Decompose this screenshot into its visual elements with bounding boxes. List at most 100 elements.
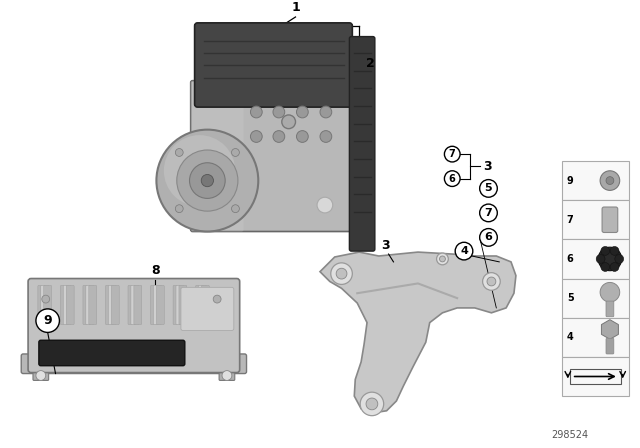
Text: 1: 1 bbox=[291, 1, 300, 14]
Circle shape bbox=[610, 246, 619, 255]
FancyBboxPatch shape bbox=[150, 285, 158, 324]
Text: 9: 9 bbox=[44, 314, 52, 327]
FancyBboxPatch shape bbox=[44, 285, 52, 324]
FancyBboxPatch shape bbox=[134, 285, 141, 324]
FancyBboxPatch shape bbox=[156, 285, 164, 324]
FancyBboxPatch shape bbox=[128, 285, 136, 324]
Polygon shape bbox=[602, 320, 618, 339]
Text: 4: 4 bbox=[567, 332, 573, 342]
Circle shape bbox=[479, 204, 497, 222]
FancyBboxPatch shape bbox=[349, 37, 375, 251]
Circle shape bbox=[250, 106, 262, 118]
FancyBboxPatch shape bbox=[191, 81, 361, 232]
Circle shape bbox=[444, 171, 460, 186]
FancyBboxPatch shape bbox=[602, 207, 618, 233]
Circle shape bbox=[273, 106, 285, 118]
FancyBboxPatch shape bbox=[562, 200, 628, 239]
Circle shape bbox=[282, 115, 296, 129]
FancyBboxPatch shape bbox=[39, 340, 185, 366]
FancyBboxPatch shape bbox=[562, 357, 628, 396]
FancyBboxPatch shape bbox=[562, 161, 628, 200]
Circle shape bbox=[360, 392, 383, 416]
Polygon shape bbox=[320, 252, 516, 413]
Text: 7: 7 bbox=[567, 215, 573, 225]
FancyBboxPatch shape bbox=[108, 285, 116, 324]
Text: 8: 8 bbox=[151, 263, 160, 276]
Circle shape bbox=[600, 171, 620, 190]
FancyBboxPatch shape bbox=[111, 285, 119, 324]
Circle shape bbox=[296, 131, 308, 142]
FancyBboxPatch shape bbox=[562, 279, 628, 318]
FancyBboxPatch shape bbox=[41, 285, 49, 324]
FancyBboxPatch shape bbox=[89, 285, 97, 324]
FancyBboxPatch shape bbox=[33, 361, 49, 380]
Circle shape bbox=[479, 228, 497, 246]
Text: 7: 7 bbox=[484, 208, 492, 218]
FancyBboxPatch shape bbox=[606, 338, 614, 354]
Circle shape bbox=[222, 370, 232, 380]
Circle shape bbox=[320, 106, 332, 118]
FancyBboxPatch shape bbox=[196, 285, 204, 324]
Circle shape bbox=[232, 149, 239, 156]
Text: 5: 5 bbox=[567, 293, 573, 303]
FancyBboxPatch shape bbox=[202, 285, 209, 324]
Text: 3: 3 bbox=[484, 160, 492, 173]
Text: 7: 7 bbox=[449, 149, 456, 159]
Circle shape bbox=[317, 197, 333, 213]
FancyBboxPatch shape bbox=[131, 285, 139, 324]
FancyBboxPatch shape bbox=[562, 318, 628, 357]
Circle shape bbox=[273, 131, 285, 142]
Circle shape bbox=[598, 247, 621, 271]
Circle shape bbox=[156, 129, 259, 232]
Circle shape bbox=[175, 149, 183, 156]
FancyBboxPatch shape bbox=[67, 285, 74, 324]
Circle shape bbox=[479, 180, 497, 197]
Circle shape bbox=[175, 205, 183, 213]
Text: 2: 2 bbox=[366, 56, 375, 69]
Circle shape bbox=[610, 263, 619, 271]
Circle shape bbox=[606, 177, 614, 185]
FancyBboxPatch shape bbox=[181, 287, 234, 331]
Text: 5: 5 bbox=[484, 183, 492, 194]
Circle shape bbox=[189, 163, 225, 198]
Circle shape bbox=[331, 263, 353, 284]
Circle shape bbox=[487, 277, 496, 286]
Text: 298524: 298524 bbox=[551, 430, 588, 440]
Circle shape bbox=[596, 254, 605, 263]
FancyBboxPatch shape bbox=[195, 23, 353, 107]
Circle shape bbox=[296, 106, 308, 118]
Circle shape bbox=[213, 295, 221, 303]
Circle shape bbox=[250, 131, 262, 142]
FancyBboxPatch shape bbox=[154, 285, 161, 324]
FancyBboxPatch shape bbox=[191, 81, 244, 232]
Circle shape bbox=[601, 246, 610, 255]
Circle shape bbox=[366, 398, 378, 410]
Circle shape bbox=[36, 370, 45, 380]
Text: 3: 3 bbox=[381, 239, 390, 252]
Circle shape bbox=[483, 273, 500, 290]
Circle shape bbox=[164, 135, 235, 207]
FancyBboxPatch shape bbox=[176, 285, 184, 324]
Circle shape bbox=[601, 263, 610, 271]
Circle shape bbox=[177, 150, 238, 211]
FancyBboxPatch shape bbox=[21, 354, 246, 374]
Text: 9: 9 bbox=[567, 176, 573, 185]
Circle shape bbox=[42, 295, 50, 303]
Circle shape bbox=[232, 205, 239, 213]
Circle shape bbox=[440, 256, 445, 262]
FancyBboxPatch shape bbox=[198, 285, 206, 324]
FancyBboxPatch shape bbox=[219, 361, 235, 380]
Circle shape bbox=[201, 174, 214, 187]
Circle shape bbox=[336, 268, 347, 279]
FancyBboxPatch shape bbox=[38, 285, 45, 324]
FancyBboxPatch shape bbox=[179, 285, 187, 324]
FancyBboxPatch shape bbox=[562, 239, 628, 279]
FancyBboxPatch shape bbox=[63, 285, 71, 324]
Text: 6: 6 bbox=[484, 233, 492, 242]
Circle shape bbox=[36, 309, 60, 332]
FancyBboxPatch shape bbox=[106, 285, 113, 324]
Circle shape bbox=[444, 146, 460, 162]
Circle shape bbox=[600, 282, 620, 302]
Circle shape bbox=[455, 242, 473, 260]
FancyBboxPatch shape bbox=[83, 285, 91, 324]
